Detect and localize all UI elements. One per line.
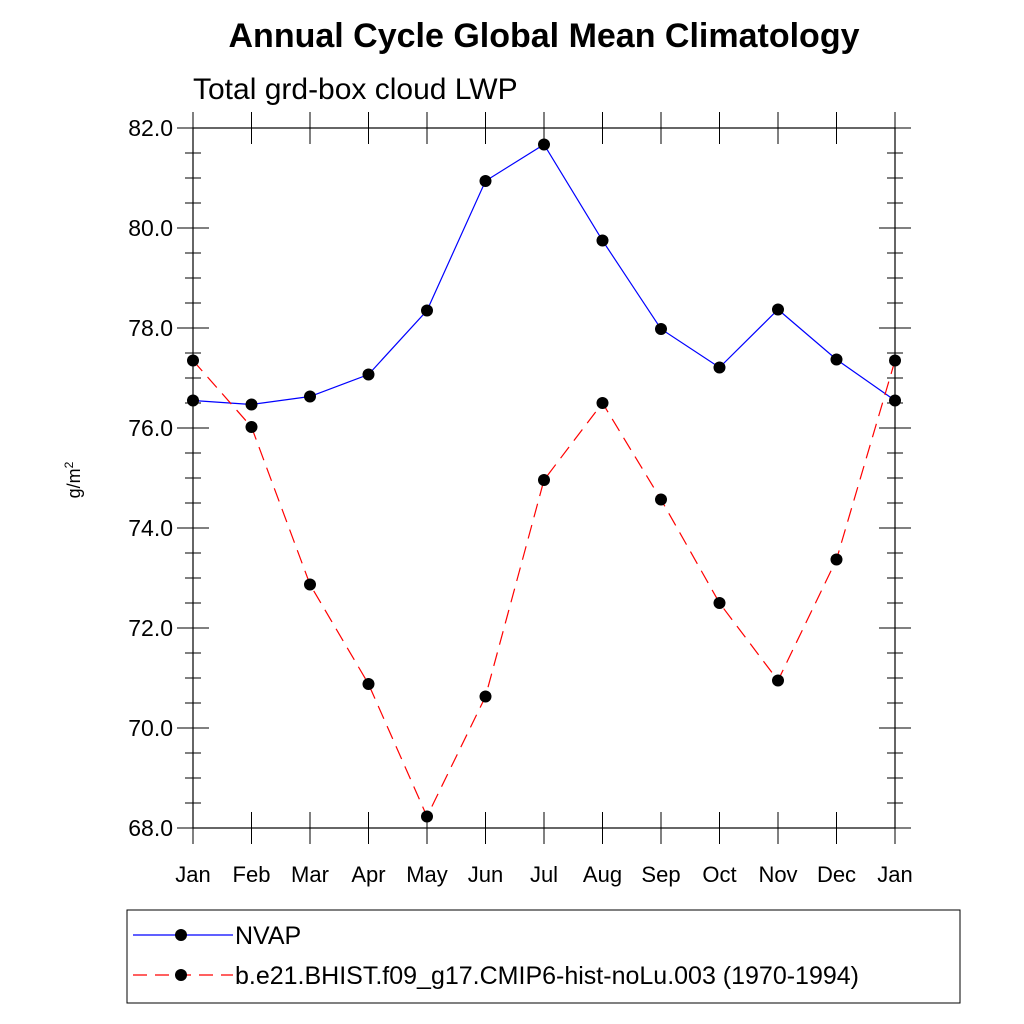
x-tick-label: Jun bbox=[468, 862, 503, 887]
legend-box bbox=[126, 909, 961, 1004]
y-axis-label-unit: g/m bbox=[64, 468, 84, 498]
chart-title: Annual Cycle Global Mean Climatology bbox=[229, 17, 860, 55]
y-axis-label-superscript: 2 bbox=[62, 461, 76, 468]
data-point-1-2 bbox=[304, 578, 316, 591]
x-tick-label: Feb bbox=[233, 862, 271, 887]
legend: NVAP b.e21.BHIST.f09_g17.CMIP6-hist-noLu… bbox=[126, 909, 961, 1004]
data-point-1-8 bbox=[655, 493, 667, 506]
data-point-1-9 bbox=[713, 597, 726, 609]
data-point-0-5 bbox=[479, 175, 492, 187]
x-tick-label: Apr bbox=[351, 862, 385, 887]
x-tick-label: Oct bbox=[702, 862, 736, 887]
data-point-0-0 bbox=[187, 394, 199, 407]
y-tick-label: 78.0 bbox=[128, 315, 173, 341]
data-point-0-6 bbox=[538, 138, 550, 151]
y-tick-label: 70.0 bbox=[128, 715, 173, 741]
data-point-0-11 bbox=[830, 353, 843, 366]
y-axis-label: g/m2 bbox=[62, 461, 84, 498]
legend-label-0: NVAP bbox=[235, 922, 301, 950]
legend-swatch-marker-0 bbox=[175, 929, 187, 941]
y-tick-label: 74.0 bbox=[128, 515, 173, 541]
x-tick-label: May bbox=[406, 862, 448, 887]
data-point-1-4 bbox=[421, 810, 433, 823]
data-point-0-4 bbox=[421, 304, 433, 317]
series-layer bbox=[187, 138, 901, 823]
data-point-0-2 bbox=[304, 390, 316, 403]
series-line-0 bbox=[192, 143, 896, 406]
y-tick-label: 72.0 bbox=[128, 615, 173, 641]
y-tick-label: 76.0 bbox=[128, 415, 173, 441]
legend-swatch-marker-1 bbox=[175, 969, 187, 981]
data-point-0-7 bbox=[596, 234, 609, 247]
data-point-1-5 bbox=[479, 690, 492, 703]
data-point-0-12 bbox=[889, 394, 901, 407]
x-tick-label: Jan bbox=[877, 862, 912, 887]
chart-subtitle: Total grd-box cloud LWP bbox=[193, 73, 518, 106]
data-point-1-3 bbox=[362, 678, 375, 690]
series-line-1 bbox=[192, 360, 896, 818]
data-point-0-8 bbox=[655, 323, 667, 335]
x-tick-label: Dec bbox=[817, 862, 856, 887]
data-point-0-1 bbox=[245, 398, 258, 411]
x-tick-label: Nov bbox=[758, 862, 797, 887]
data-point-1-0 bbox=[187, 354, 199, 367]
x-tick-label: Jul bbox=[530, 862, 558, 887]
axes bbox=[177, 112, 911, 844]
legend-label-1: b.e21.BHIST.f09_g17.CMIP6-hist-noLu.003 … bbox=[235, 962, 859, 990]
x-tick-label: Sep bbox=[641, 862, 680, 887]
data-point-0-9 bbox=[713, 361, 726, 374]
x-tick-label: Mar bbox=[291, 862, 329, 887]
x-tick-labels: Jan Feb Mar Apr May Jun Jul Aug Sep Oct Nov Dec Jan bbox=[175, 862, 912, 887]
data-point-1-12 bbox=[889, 354, 901, 367]
x-tick-label: Jan bbox=[175, 862, 210, 887]
data-point-1-7 bbox=[596, 397, 609, 409]
data-point-0-3 bbox=[362, 368, 375, 381]
x-tick-label: Aug bbox=[583, 862, 622, 887]
data-point-1-1 bbox=[245, 421, 258, 433]
data-point-1-11 bbox=[830, 553, 843, 566]
y-tick-label: 68.0 bbox=[128, 815, 173, 841]
y-tick-label: 82.0 bbox=[128, 115, 173, 141]
data-point-0-10 bbox=[772, 303, 784, 316]
y-tick-label: 80.0 bbox=[128, 215, 173, 241]
data-point-1-10 bbox=[772, 674, 784, 687]
data-point-1-6 bbox=[538, 474, 550, 486]
y-tick-labels: 68.0 70.0 72.0 74.0 76.0 78.0 80.0 82.0 bbox=[128, 115, 173, 841]
